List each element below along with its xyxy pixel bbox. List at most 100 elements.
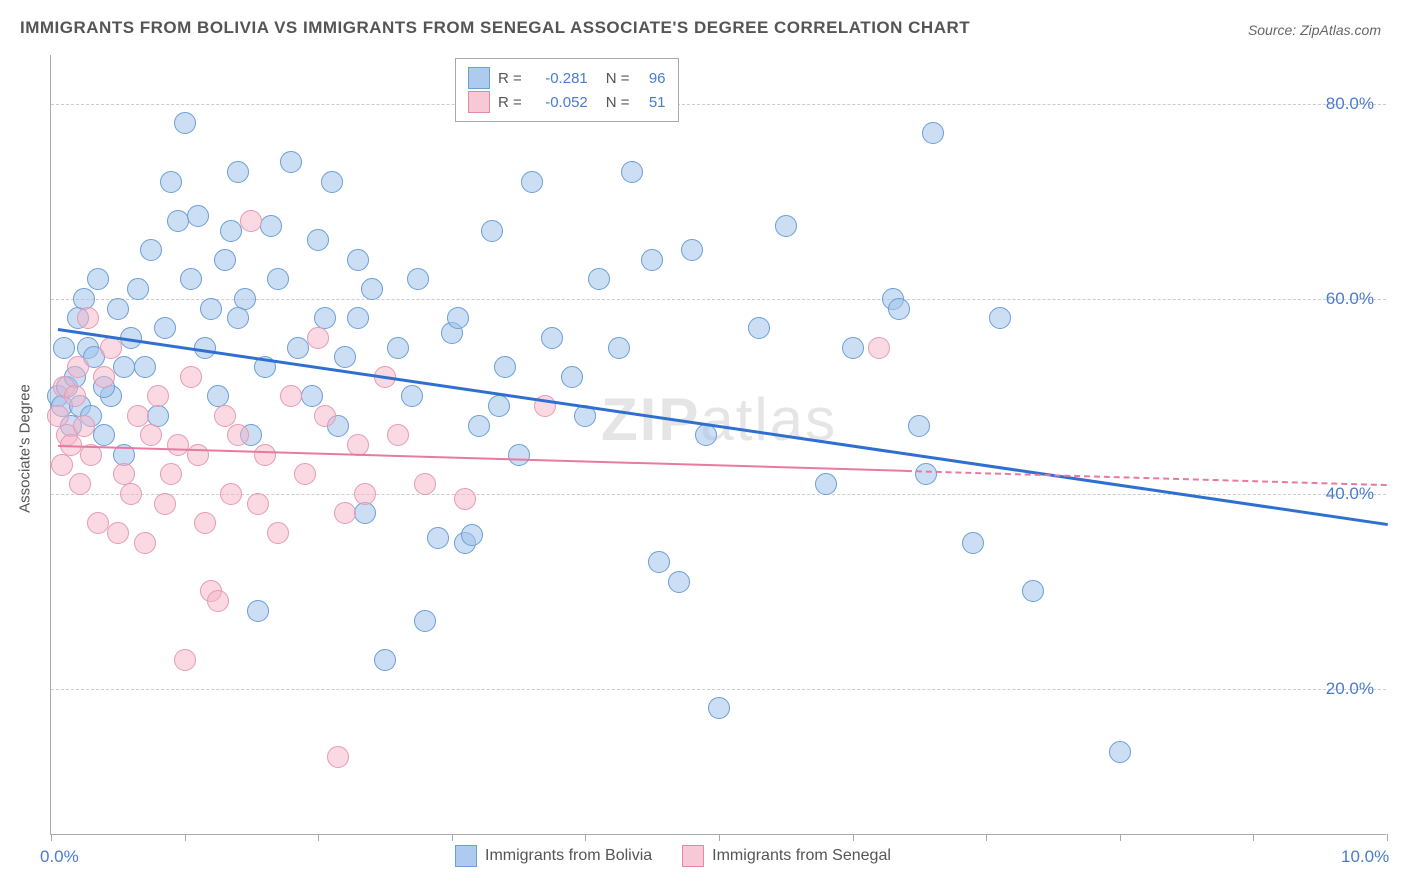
data-point <box>468 415 490 437</box>
legend-item: Immigrants from Senegal <box>682 845 891 867</box>
n-label: N = <box>606 94 630 111</box>
data-point <box>134 356 156 378</box>
series-name: Immigrants from Senegal <box>712 847 891 865</box>
data-point <box>681 239 703 261</box>
data-point <box>387 424 409 446</box>
x-tick-label: 10.0% <box>1341 847 1389 867</box>
data-point <box>561 366 583 388</box>
data-point <box>140 424 162 446</box>
data-point <box>160 463 182 485</box>
data-point <box>989 307 1011 329</box>
data-point <box>494 356 516 378</box>
x-tick <box>853 834 854 841</box>
data-point <box>127 278 149 300</box>
data-point <box>414 610 436 632</box>
data-point <box>267 522 289 544</box>
data-point <box>220 220 242 242</box>
data-point <box>307 229 329 251</box>
n-value: 96 <box>638 70 666 87</box>
data-point <box>922 122 944 144</box>
data-point <box>147 385 169 407</box>
x-tick <box>719 834 720 841</box>
data-point <box>154 317 176 339</box>
n-value: 51 <box>638 94 666 111</box>
data-point <box>347 307 369 329</box>
data-point <box>87 268 109 290</box>
data-point <box>294 463 316 485</box>
data-point <box>77 307 99 329</box>
data-point <box>260 215 282 237</box>
data-point <box>1109 741 1131 763</box>
data-point <box>113 356 135 378</box>
data-point <box>73 288 95 310</box>
data-point <box>207 590 229 612</box>
data-point <box>541 327 563 349</box>
data-point <box>154 493 176 515</box>
data-point <box>401 385 423 407</box>
data-point <box>180 268 202 290</box>
data-point <box>240 210 262 232</box>
data-point <box>280 151 302 173</box>
data-point <box>387 337 409 359</box>
data-point <box>488 395 510 417</box>
correlation-legend: R =-0.281N =96R =-0.052N =51 <box>455 58 679 122</box>
data-point <box>120 483 142 505</box>
data-point <box>668 571 690 593</box>
gridline <box>51 689 1386 690</box>
data-point <box>621 161 643 183</box>
data-point <box>962 532 984 554</box>
data-point <box>140 239 162 261</box>
data-point <box>107 298 129 320</box>
data-point <box>160 171 182 193</box>
data-point <box>842 337 864 359</box>
data-point <box>51 454 73 476</box>
chart-title: IMMIGRANTS FROM BOLIVIA VS IMMIGRANTS FR… <box>20 18 970 38</box>
legend-swatch <box>682 845 704 867</box>
legend-item: Immigrants from Bolivia <box>455 845 652 867</box>
y-tick-label: 60.0% <box>1326 289 1374 309</box>
data-point <box>227 307 249 329</box>
data-point <box>267 268 289 290</box>
data-point <box>361 278 383 300</box>
data-point <box>53 337 75 359</box>
y-tick-label: 20.0% <box>1326 679 1374 699</box>
data-point <box>908 415 930 437</box>
data-point <box>407 268 429 290</box>
trend-line <box>58 445 906 472</box>
plot-area: ZIPatlas 20.0%40.0%60.0%80.0% <box>50 55 1386 835</box>
data-point <box>608 337 630 359</box>
data-point <box>227 424 249 446</box>
x-tick <box>1387 834 1388 841</box>
data-point <box>327 746 349 768</box>
data-point <box>307 327 329 349</box>
data-point <box>64 385 86 407</box>
data-point <box>194 512 216 534</box>
data-point <box>374 649 396 671</box>
r-value: -0.052 <box>530 94 588 111</box>
x-tick <box>585 834 586 841</box>
data-point <box>174 649 196 671</box>
series-legend: Immigrants from Bolivia Immigrants from S… <box>455 845 891 867</box>
data-point <box>247 493 269 515</box>
gridline <box>51 104 1386 105</box>
data-point <box>641 249 663 271</box>
data-point <box>100 337 122 359</box>
data-point <box>508 444 530 466</box>
data-point <box>73 415 95 437</box>
x-tick <box>1253 834 1254 841</box>
data-point <box>454 488 476 510</box>
r-label: R = <box>498 70 522 87</box>
data-point <box>775 215 797 237</box>
x-tick <box>452 834 453 841</box>
data-point <box>481 220 503 242</box>
data-point <box>868 337 890 359</box>
data-point <box>648 551 670 573</box>
x-tick <box>51 834 52 841</box>
x-tick <box>185 834 186 841</box>
x-tick <box>318 834 319 841</box>
r-label: R = <box>498 94 522 111</box>
data-point <box>200 298 222 320</box>
data-point <box>461 524 483 546</box>
data-point <box>915 463 937 485</box>
data-point <box>695 424 717 446</box>
